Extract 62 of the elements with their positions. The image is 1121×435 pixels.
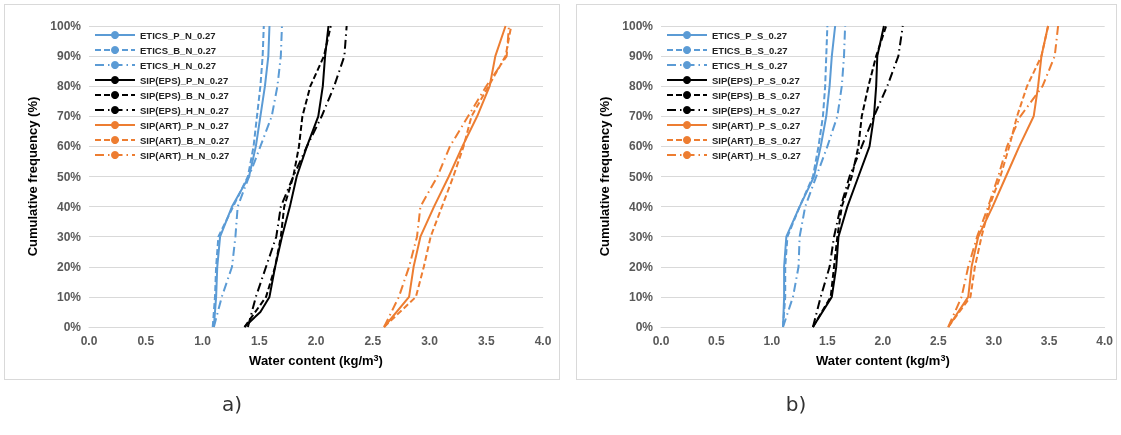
x-tick-label: 1.0	[763, 334, 781, 348]
y-tick-label: 50%	[628, 169, 654, 184]
y-tick-label: 100%	[50, 19, 82, 33]
x-tick-label: 0.0	[80, 334, 98, 348]
x-tick-label: 0.0	[652, 334, 670, 348]
x-tick-label: 1.5	[819, 334, 837, 348]
x-tick-label: 3.0	[985, 334, 1003, 348]
y-tick-label: 100%	[622, 19, 654, 33]
y-tick-label: 20%	[56, 259, 82, 274]
y-tick-label: 30%	[628, 229, 654, 244]
y-tick-label: 10%	[56, 289, 82, 304]
legend-label: SIP(ART)_H_S_0.27	[712, 149, 801, 161]
x-tick-label: 3.5	[1040, 334, 1058, 348]
y-axis-title: Cumulative frequency (%)	[25, 96, 41, 257]
legend-label: SIP(ART)_P_S_0.27	[712, 119, 801, 131]
x-tick-label: 3.5	[477, 334, 495, 348]
x-tick-label: 4.0	[534, 334, 552, 348]
y-tick-label: 0%	[63, 320, 82, 334]
y-tick-label: 60%	[628, 139, 654, 154]
text: a)	[220, 392, 244, 416]
legend-label: SIP(ART)_B_S_0.27	[712, 134, 801, 146]
y-tick-label: 60%	[56, 139, 82, 154]
y-axis-title: Cumulative frequency (%)	[597, 96, 613, 257]
text: b)	[784, 392, 808, 416]
x-tick-label: 2.0	[307, 334, 325, 348]
x-tick-label: 2.5	[364, 334, 382, 348]
y-tick-label: 70%	[628, 109, 654, 124]
y-tick-label: 90%	[628, 49, 654, 64]
x-tick-label: 0.5	[708, 334, 726, 348]
x-tick-label: 1.0	[194, 334, 212, 348]
y-tick-label: 40%	[628, 199, 654, 214]
legend-label: ETICS_H_N_0.27	[140, 59, 217, 71]
y-tick-label: 50%	[56, 169, 82, 184]
y-tick-label: 30%	[56, 229, 82, 244]
y-tick-label: 0%	[635, 320, 654, 334]
legend-label: SIP(EPS)_P_S_0.27	[712, 74, 800, 86]
legend-label: SIP(EPS)_H_N_0.27	[140, 104, 229, 116]
y-tick-label: 70%	[56, 109, 82, 124]
legend-label: SIP(ART)_B_N_0.27	[140, 134, 230, 146]
y-tick-label: 90%	[56, 49, 82, 64]
y-tick-label: 80%	[628, 79, 654, 94]
legend-label: ETICS_H_S_0.27	[712, 59, 788, 71]
y-tick-label: 20%	[628, 259, 654, 274]
x-tick-label: 3.0	[421, 334, 439, 348]
legend-label: ETICS_P_N_0.27	[140, 29, 216, 41]
x-tick-label: 0.5	[137, 334, 155, 348]
legend-label: SIP(ART)_H_N_0.27	[140, 149, 230, 161]
x-tick-label: 2.5	[929, 334, 947, 348]
legend-label: ETICS_P_S_0.27	[712, 29, 787, 41]
legend-label: ETICS_B_S_0.27	[712, 44, 788, 56]
legend-label: SIP(EPS)_P_N_0.27	[140, 74, 229, 86]
legend-label: SIP(EPS)_B_S_0.27	[712, 89, 801, 101]
y-tick-label: 40%	[56, 199, 82, 214]
x-tick-label: 1.5	[250, 334, 268, 348]
y-tick-label: 10%	[628, 289, 654, 304]
legend-label: ETICS_B_N_0.27	[140, 44, 217, 56]
legend-label: SIP(EPS)_H_S_0.27	[712, 104, 801, 116]
legend-label: SIP(ART)_P_N_0.27	[140, 119, 229, 131]
legend-label: SIP(EPS)_B_N_0.27	[140, 89, 229, 101]
x-tick-label: 4.0	[1096, 334, 1114, 348]
y-tick-label: 80%	[56, 79, 82, 94]
x-tick-label: 2.0	[874, 334, 892, 348]
